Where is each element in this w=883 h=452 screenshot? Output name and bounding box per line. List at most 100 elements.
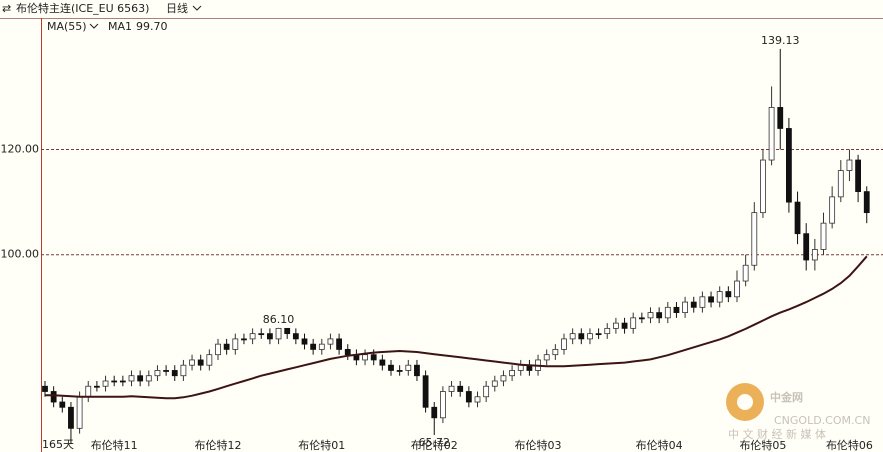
candle-body <box>751 212 758 266</box>
candle-body <box>811 249 818 261</box>
candle-body <box>310 343 317 350</box>
candle-body <box>613 322 619 329</box>
candle-body <box>578 333 585 340</box>
candle-body <box>266 333 273 340</box>
candle-body <box>656 312 663 319</box>
candle-body <box>414 364 420 377</box>
candle-body <box>561 338 567 350</box>
x-tick-label: 布伦特02 <box>411 438 458 452</box>
watermark: 中金网 CNGOLD.COM.CN 中 文 财 经 新 媒 体 <box>726 383 870 441</box>
candle-body <box>318 343 325 350</box>
candle-body <box>725 291 732 298</box>
candle-body <box>171 370 178 377</box>
candle-body <box>102 380 109 387</box>
candle-body <box>734 280 740 298</box>
candle-body <box>137 375 144 382</box>
candle-body <box>690 301 697 308</box>
candle-body <box>491 380 498 387</box>
candle-body <box>336 338 343 350</box>
candle-body <box>327 338 334 345</box>
candle-body <box>543 354 550 361</box>
symbol[interactable]: 布伦特主连(ICE_EU 6563) <box>16 1 149 15</box>
candle-body <box>500 375 507 382</box>
candle-body <box>163 370 170 372</box>
candle-body <box>422 375 429 408</box>
candle-body <box>457 385 464 392</box>
candle-body <box>68 406 74 429</box>
candle-body <box>708 296 714 303</box>
candle-body <box>768 107 775 161</box>
watermark-slogan: 中 文 财 经 新 媒 体 <box>728 427 826 441</box>
candle-body <box>448 385 455 392</box>
candle-body <box>301 338 308 345</box>
candle-body <box>275 327 282 340</box>
candle-body <box>405 364 412 371</box>
candle-body <box>42 385 48 392</box>
x-tick-label: 布伦特12 <box>195 438 242 452</box>
candle-body <box>362 354 368 361</box>
candle-body <box>552 349 559 356</box>
ma-line <box>45 255 868 400</box>
candle-body <box>742 264 749 282</box>
candle-body <box>786 128 792 203</box>
candle-body <box>587 333 593 340</box>
watermark-logo-inner <box>737 394 753 410</box>
x-tick-label: 布伦特05 <box>739 438 786 452</box>
candle-body <box>803 233 810 261</box>
ma-value: 99.70 <box>136 20 168 33</box>
candle-body <box>846 159 853 171</box>
y-tick-label: 120.00 <box>1 143 40 156</box>
candle-body <box>128 375 135 382</box>
x-tick-label: 布伦特01 <box>298 438 345 452</box>
candle-body <box>180 364 187 377</box>
candle-body <box>509 370 516 377</box>
extreme-label: 65.72 <box>419 436 451 449</box>
watermark-url: CNGOLD.COM.CN <box>774 414 870 427</box>
candle-body <box>794 201 801 235</box>
candle-body <box>241 338 247 341</box>
candle-body <box>94 385 100 388</box>
candle-body <box>682 301 688 313</box>
candle-body <box>154 370 161 377</box>
candle-body <box>111 380 118 383</box>
candle-body <box>197 359 204 366</box>
candle-body <box>50 391 57 403</box>
period-dropdown[interactable] <box>192 5 202 11</box>
candle-body <box>595 333 602 336</box>
candle-body <box>370 354 377 361</box>
period[interactable]: 日线 <box>166 1 188 15</box>
candle-body <box>232 338 239 350</box>
candle-body <box>119 380 126 383</box>
x-tick-label: 布伦特03 <box>515 438 562 452</box>
candle-body <box>344 349 351 356</box>
candle-body <box>76 396 83 429</box>
candle-body <box>474 396 481 403</box>
candle-body <box>189 359 195 366</box>
x-tick-label: 布伦特06 <box>826 438 873 452</box>
candle-body <box>664 306 671 319</box>
watermark-title: 中金网 <box>770 390 803 404</box>
candle-body <box>59 401 66 408</box>
period-label: 165天 <box>42 438 74 451</box>
candle-body <box>699 296 706 308</box>
candle-body <box>837 170 844 198</box>
x-tick-label: 布伦特04 <box>636 438 683 452</box>
extreme-label: 86.10 <box>263 313 295 326</box>
candle-body <box>673 306 680 313</box>
candle-body <box>258 333 265 336</box>
candle-body <box>621 322 628 329</box>
candle-body <box>855 159 861 192</box>
indicator-dropdown[interactable] <box>89 23 99 29</box>
candle-body <box>569 333 576 340</box>
candle-body <box>465 391 472 403</box>
ma-name: MA1 <box>108 20 132 33</box>
candle-body <box>249 333 256 340</box>
candle-body <box>517 364 524 371</box>
candle-body <box>379 359 386 366</box>
candle-body <box>396 370 403 372</box>
candle-body <box>760 159 766 214</box>
y-tick-label: 100.00 <box>1 248 40 261</box>
indicator[interactable]: MA(55) <box>47 20 87 33</box>
candle-body <box>284 327 291 335</box>
